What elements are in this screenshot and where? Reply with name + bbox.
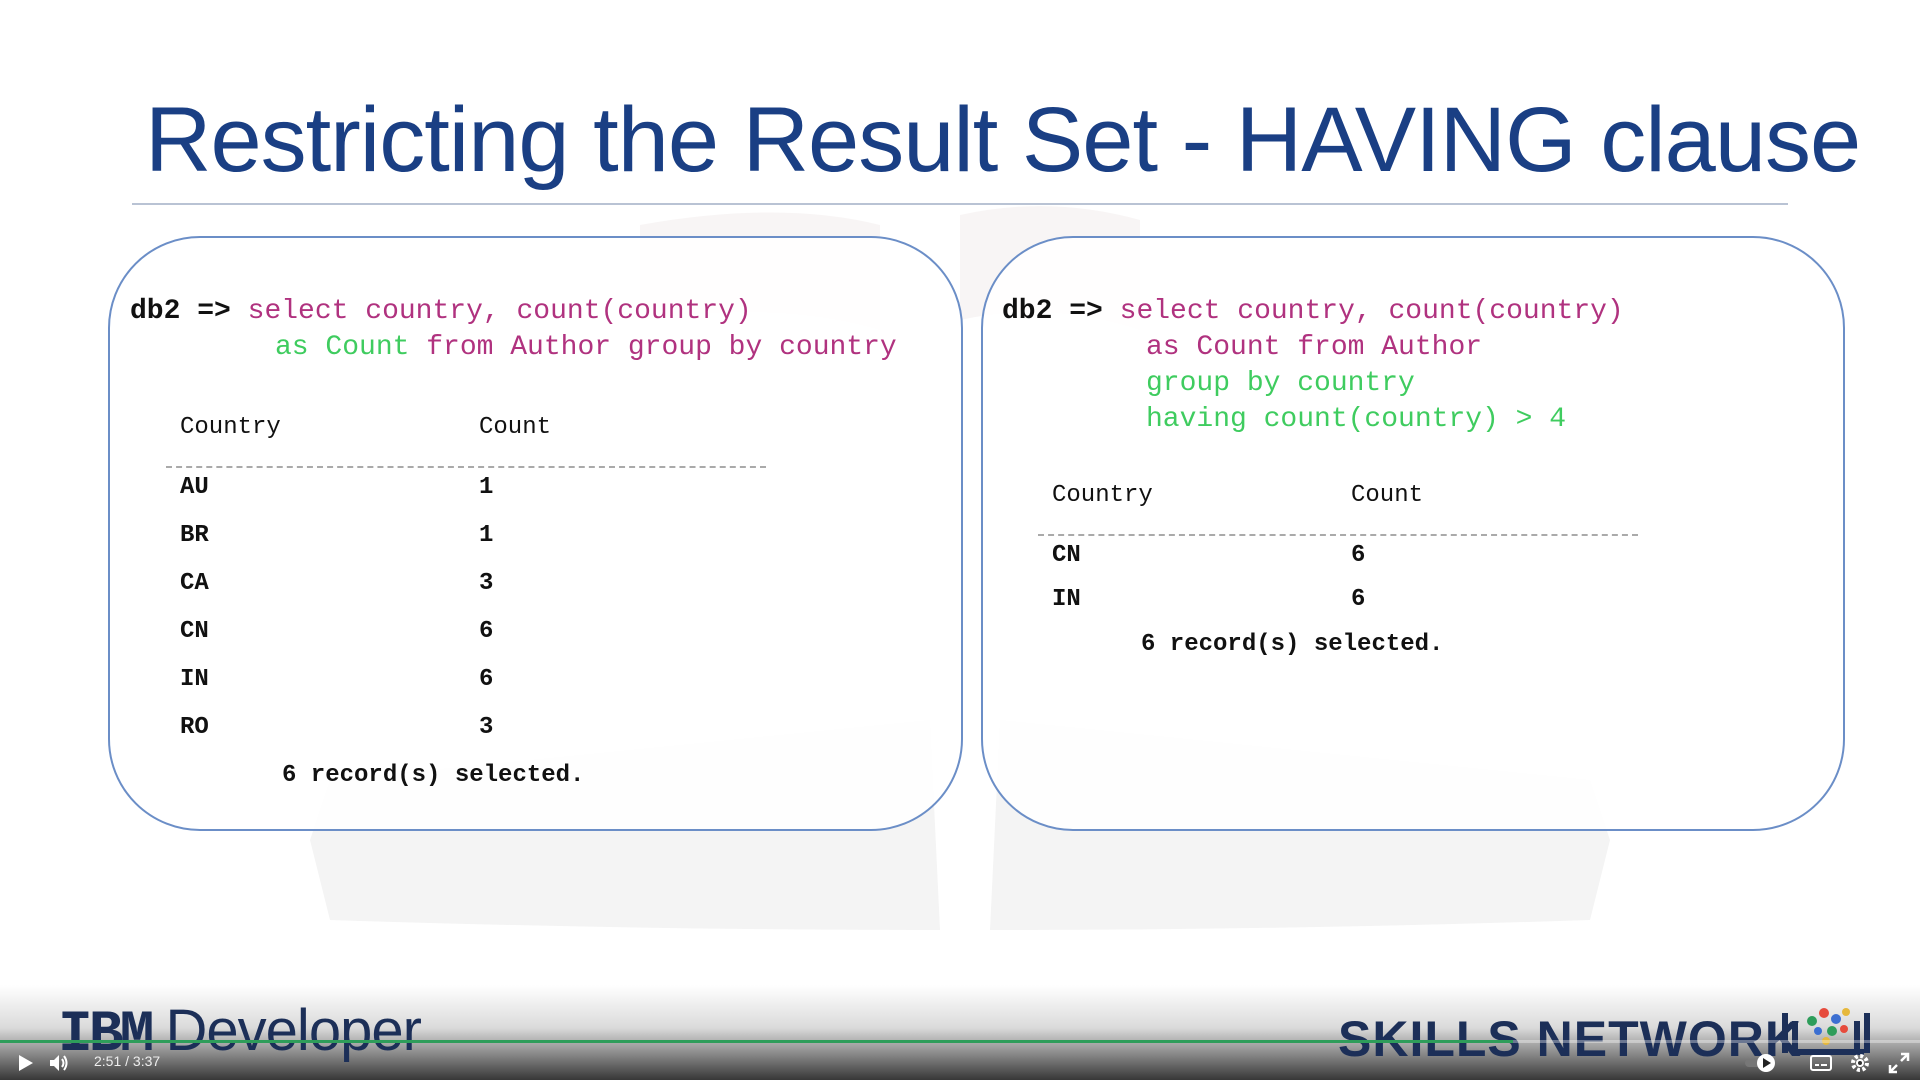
right-query-line-4: having count(country) > 4 [1146,404,1567,435]
slide-title: Restricting the Result Set - HAVING clau… [145,89,1861,191]
left-query-select: select country, count(country) [247,296,752,327]
table-cell-country: CA [180,570,209,597]
duration: 3:37 [132,1053,161,1069]
left-query-line-1: db2 => select country, count(country) [130,294,752,330]
right-header-country: Country [1052,482,1153,509]
fullscreen-icon[interactable] [1888,1052,1910,1074]
developer-wordmark: Developer [150,998,422,1063]
progress-fill [0,1040,1513,1043]
right-query-panel: db2 => select country, count(country) as… [981,236,1845,831]
left-query-panel: db2 => select country, count(country) as… [108,236,963,831]
skills-network-logo: SKILLS NETWORK [1338,1011,1802,1067]
right-header-count: Count [1351,482,1424,509]
table-cell-count: 1 [479,474,494,501]
ibm-developer-logo: IBM Developer [58,997,422,1068]
table-cell-count: 3 [479,570,494,597]
footer-gradient [0,985,1920,1080]
right-query-select: select country, count(country) [1119,296,1624,327]
video-player-controls: 2:51 / 3:37 [0,1040,1920,1080]
table-cell-count: 6 [1351,586,1366,613]
captions-icon[interactable] [1810,1052,1832,1074]
settings-icon[interactable] [1849,1052,1871,1074]
left-prompt: db2 => [130,296,231,327]
table-cell-country: BR [180,522,209,549]
table-cell-count: 3 [479,714,494,741]
table-cell-country: AU [180,474,209,501]
left-header-country: Country [180,414,281,441]
table-cell-count: 6 [479,618,494,645]
left-header-divider [166,466,766,468]
left-query-line-2: as Count from Author group by country [275,330,897,366]
left-query-as-count: as Count [275,332,410,363]
volume-icon[interactable] [48,1052,70,1074]
table-cell-country: CN [1052,542,1081,569]
right-header-divider [1038,534,1638,536]
left-query-from-group: from Author group by country [426,332,897,363]
table-cell-count: 1 [479,522,494,549]
right-query-line-1: db2 => select country, count(country) [1002,294,1624,330]
right-query-line-2: as Count from Author [1146,332,1483,363]
play-icon[interactable] [14,1052,36,1074]
title-divider [132,203,1788,205]
table-cell-country: CN [180,618,209,645]
table-cell-count: 6 [1351,542,1366,569]
progress-track[interactable] [0,1040,1920,1043]
left-header-count: Count [479,414,552,441]
table-cell-country: IN [1052,586,1081,613]
right-query-line-3: group by country [1146,368,1415,399]
time-display: 2:51 / 3:37 [94,1053,160,1069]
table-cell-country: IN [180,666,209,693]
right-record-count: 6 record(s) selected. [1141,631,1444,658]
skills-network-icon [1782,1008,1870,1055]
table-cell-country: RO [180,714,209,741]
ibm-wordmark: IBM [58,1003,154,1068]
current-time: 2:51 [94,1053,122,1069]
right-prompt: db2 => [1002,296,1103,327]
left-record-count: 6 record(s) selected. [282,762,585,789]
table-cell-count: 6 [479,666,494,693]
time-separator: / [125,1053,130,1069]
toggle-icon[interactable] [1745,1052,1775,1074]
